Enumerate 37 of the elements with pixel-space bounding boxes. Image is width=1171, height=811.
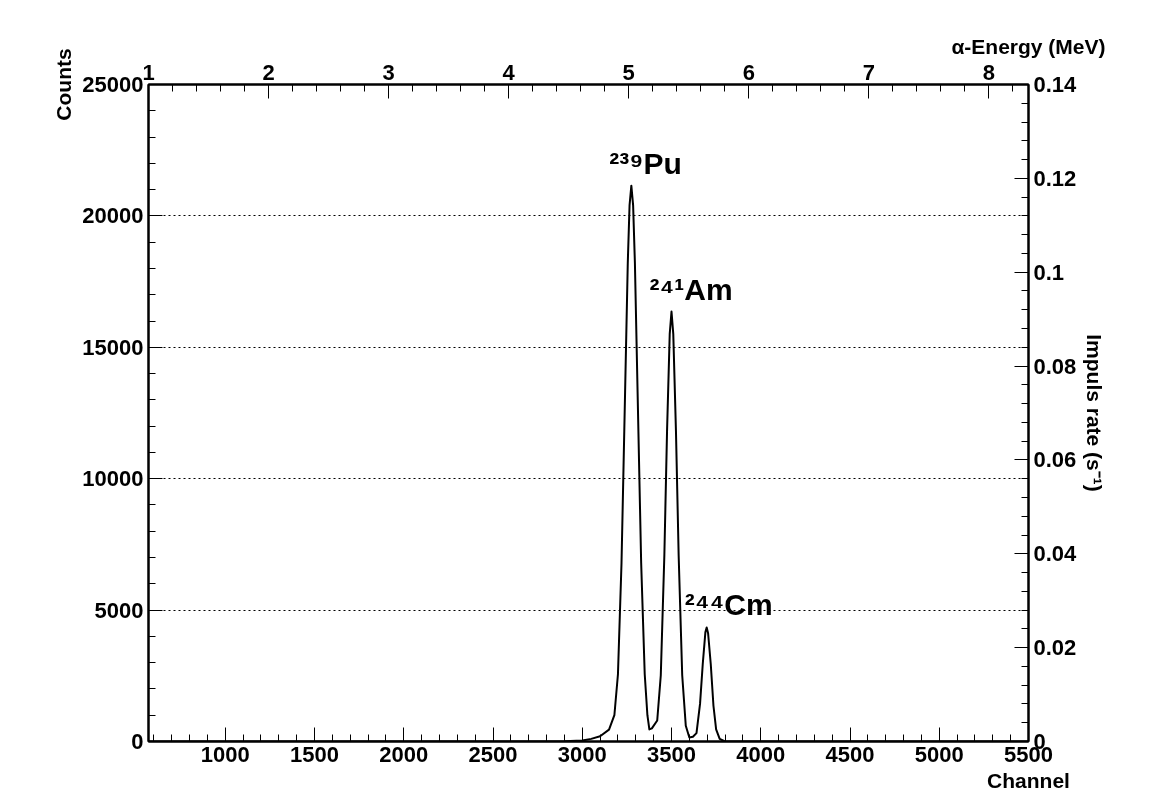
x-axis-title: Channel	[987, 768, 1070, 792]
y2-tick-label: 0.06	[1033, 447, 1077, 473]
x-tick-label: 3500	[647, 741, 696, 767]
x2-tick-label: 8	[982, 59, 996, 85]
x2-tick-label: 2	[262, 59, 275, 85]
x-tick-label: 1500	[290, 741, 339, 767]
y-tick-label: 0	[131, 729, 144, 754]
x2-tick-label: 7	[862, 59, 875, 85]
y-tick-label: 25000	[82, 72, 144, 97]
y-tick-label: 10000	[82, 466, 144, 492]
y2-tick-label: 0.14	[1033, 72, 1078, 97]
y-tick-label: 20000	[82, 203, 144, 229]
annotation: ²⁴⁴Cm	[684, 588, 773, 622]
x2-tick-label: 5	[622, 59, 635, 85]
y2-axis-title: Impuls rate (s⁻¹)	[1083, 334, 1107, 492]
x2-tick-label: 1	[142, 59, 155, 85]
x-tick-label: 2500	[468, 741, 518, 767]
y2-tick-label: 0.04	[1033, 541, 1078, 567]
y-axis-title: Counts	[52, 48, 76, 121]
y2-tick-label: 0.08	[1033, 353, 1077, 379]
x-tick-label: 1000	[200, 741, 250, 767]
annotation: ²³⁹Pu	[609, 146, 682, 180]
x-tick-label: 2000	[379, 741, 429, 767]
y-tick-label: 5000	[94, 597, 144, 623]
annotation: ²⁴¹Am	[649, 272, 733, 306]
y-tick-label: 15000	[82, 334, 144, 360]
x2-axis-title: α-Energy (MeV)	[951, 34, 1106, 58]
x-tick-label: 5000	[914, 741, 964, 767]
y2-tick-label: 0.12	[1033, 165, 1077, 191]
x2-tick-label: 4	[502, 59, 516, 85]
x2-tick-label: 6	[742, 59, 755, 85]
x-tick-label: 4500	[825, 741, 875, 767]
x-tick-label: 4000	[736, 741, 786, 767]
y2-tick-label: 0.02	[1033, 635, 1077, 661]
y2-tick-label: 0.1	[1033, 259, 1065, 285]
x-tick-label: 3000	[557, 741, 607, 767]
x2-tick-label: 3	[382, 59, 395, 85]
